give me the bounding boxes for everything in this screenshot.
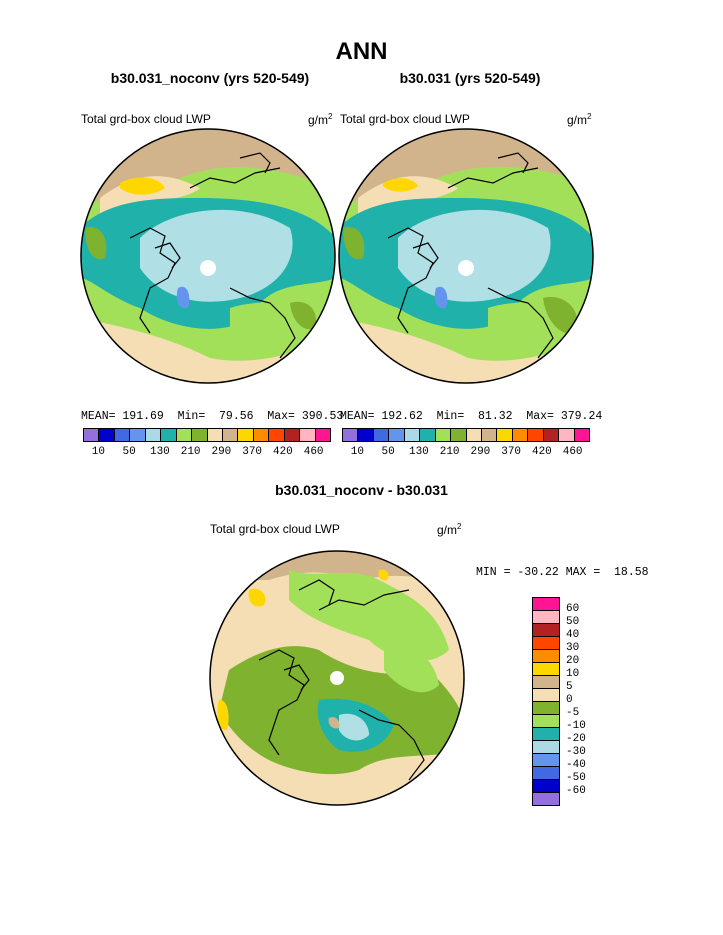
colorbar-swatch — [533, 754, 559, 767]
diff-title: b30.031_noconv - b30.031 — [275, 482, 448, 498]
colorbar-tick-label: 210 — [180, 446, 201, 458]
colorbar-swatch — [533, 637, 559, 650]
panel-2-units: g/m2 — [567, 112, 592, 127]
colorbar-tick-label: 420 — [531, 446, 552, 458]
colorbar-swatch — [533, 650, 559, 663]
colorbar-swatch — [533, 780, 559, 793]
colorbar-swatch — [533, 663, 559, 676]
diff-polar-map — [209, 550, 465, 806]
colorbar-swatch — [238, 429, 254, 441]
colorbar-swatch — [466, 429, 482, 441]
colorbar-swatch — [300, 429, 316, 441]
colorbar-swatch — [533, 611, 559, 624]
panel-1-stats: MEAN= 191.69 Min= 79.56 Max= 390.53 — [81, 410, 344, 423]
colorbar-tick-label: 60 — [566, 603, 580, 615]
colorbar-swatch — [435, 429, 452, 441]
colorbar-swatch — [533, 702, 559, 715]
diff-field-label: Total grd-box cloud LWP — [210, 522, 340, 536]
colorbar-swatch — [420, 429, 436, 441]
colorbar-swatch — [533, 624, 559, 637]
colorbar-swatch — [84, 429, 100, 441]
colorbar-swatch — [284, 429, 301, 441]
colorbar-tick-label: 420 — [272, 446, 293, 458]
colorbar-swatch — [497, 429, 513, 441]
colorbar-swatch — [99, 429, 115, 441]
colorbar-tick-label: 50 — [381, 446, 395, 458]
colorbar-swatch — [533, 598, 559, 611]
colorbar-tick-label: 0 — [566, 694, 573, 706]
colorbar-tick-label: 290 — [211, 446, 232, 458]
colorbar-tick-label: 10 — [350, 446, 364, 458]
colorbar-swatch — [222, 429, 239, 441]
panel-1-colorbar — [83, 428, 331, 442]
colorbar-tick-label: 50 — [122, 446, 136, 458]
panel-2-stats: MEAN= 192.62 Min= 81.32 Max= 379.24 — [340, 410, 603, 423]
page-title: ANN — [335, 38, 388, 65]
colorbar-swatch — [512, 429, 529, 441]
colorbar-swatch — [207, 429, 223, 441]
colorbar-tick-label: 30 — [566, 642, 580, 654]
colorbar-swatch — [404, 429, 421, 441]
panel-1-subtitle: b30.031_noconv (yrs 520-549) — [110, 70, 310, 86]
colorbar-tick-label: 40 — [566, 629, 580, 641]
colorbar-swatch — [481, 429, 498, 441]
colorbar-swatch — [559, 429, 575, 441]
colorbar-swatch — [114, 429, 131, 441]
colorbar-tick-label: 130 — [149, 446, 170, 458]
colorbar-swatch — [533, 741, 559, 754]
colorbar-swatch — [130, 429, 146, 441]
panel-1-field-label: Total grd-box cloud LWP — [81, 112, 211, 126]
colorbar-tick-label: 10 — [566, 668, 580, 680]
colorbar-swatch — [358, 429, 374, 441]
colorbar-tick-label: -10 — [566, 720, 586, 732]
colorbar-swatch — [533, 676, 559, 689]
panel-2-polar-map — [338, 128, 594, 384]
panel-1-polar-map — [80, 128, 336, 384]
colorbar-tick-label: 20 — [566, 655, 580, 667]
colorbar-swatch — [533, 793, 559, 805]
colorbar-swatch — [253, 429, 270, 441]
diff-units: g/m2 — [437, 522, 462, 537]
colorbar-swatch — [533, 715, 559, 728]
colorbar-tick-label: 130 — [408, 446, 429, 458]
colorbar-tick-label: 290 — [470, 446, 491, 458]
colorbar-swatch — [176, 429, 193, 441]
panel-2-colorbar — [342, 428, 590, 442]
colorbar-tick-label: 370 — [501, 446, 522, 458]
colorbar-swatch — [533, 767, 559, 780]
panel-2-subtitle: b30.031 (yrs 520-549) — [399, 70, 541, 86]
colorbar-swatch — [343, 429, 359, 441]
colorbar-swatch — [192, 429, 208, 441]
colorbar-tick-label: 370 — [242, 446, 263, 458]
colorbar-tick-label: 50 — [566, 616, 580, 628]
colorbar-tick-label: -50 — [566, 772, 586, 784]
colorbar-swatch — [451, 429, 467, 441]
colorbar-swatch — [389, 429, 405, 441]
colorbar-tick-label: -30 — [566, 746, 586, 758]
colorbar-swatch — [574, 429, 589, 441]
colorbar-swatch — [533, 689, 559, 702]
colorbar-swatch — [528, 429, 544, 441]
colorbar-swatch — [543, 429, 560, 441]
colorbar-tick-label: 460 — [303, 446, 324, 458]
diff-stats: MIN = -30.22 MAX = 18.58 — [476, 566, 649, 579]
colorbar-swatch — [533, 728, 559, 741]
colorbar-swatch — [145, 429, 162, 441]
panel-1-units: g/m2 — [308, 112, 333, 127]
colorbar-swatch — [161, 429, 177, 441]
colorbar-tick-label: -40 — [566, 759, 586, 771]
panel-2-field-label: Total grd-box cloud LWP — [340, 112, 470, 126]
colorbar-tick-label: -60 — [566, 785, 586, 797]
colorbar-tick-label: -5 — [566, 707, 580, 719]
colorbar-swatch — [269, 429, 285, 441]
colorbar-tick-label: -20 — [566, 733, 586, 745]
colorbar-tick-label: 210 — [439, 446, 460, 458]
colorbar-tick-label: 10 — [91, 446, 105, 458]
colorbar-tick-label: 5 — [566, 681, 573, 693]
diff-colorbar — [532, 597, 560, 806]
colorbar-tick-label: 460 — [562, 446, 583, 458]
colorbar-swatch — [373, 429, 390, 441]
colorbar-swatch — [315, 429, 330, 441]
